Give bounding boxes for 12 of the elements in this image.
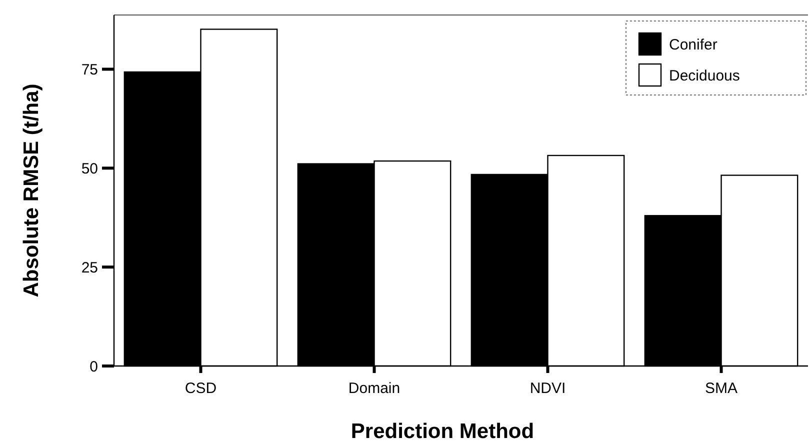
y-tick-label: 25 (81, 259, 98, 276)
y-tick-label: 50 (81, 160, 98, 178)
legend-label: Conifer (669, 36, 718, 54)
y-tick-label: 0 (90, 358, 98, 376)
x-axis-title: Prediction Method (350, 420, 534, 443)
legend-label: Deciduous (669, 67, 740, 84)
x-tick-label: Domain (348, 380, 400, 397)
y-axis-title: Absolute RMSE (t/ha) (20, 84, 43, 298)
y-tick-label: 75 (81, 61, 98, 78)
x-tick-label: NDVI (530, 380, 566, 397)
x-tick-label: SMA (704, 380, 738, 397)
x-tick-label: CSD (184, 380, 217, 397)
